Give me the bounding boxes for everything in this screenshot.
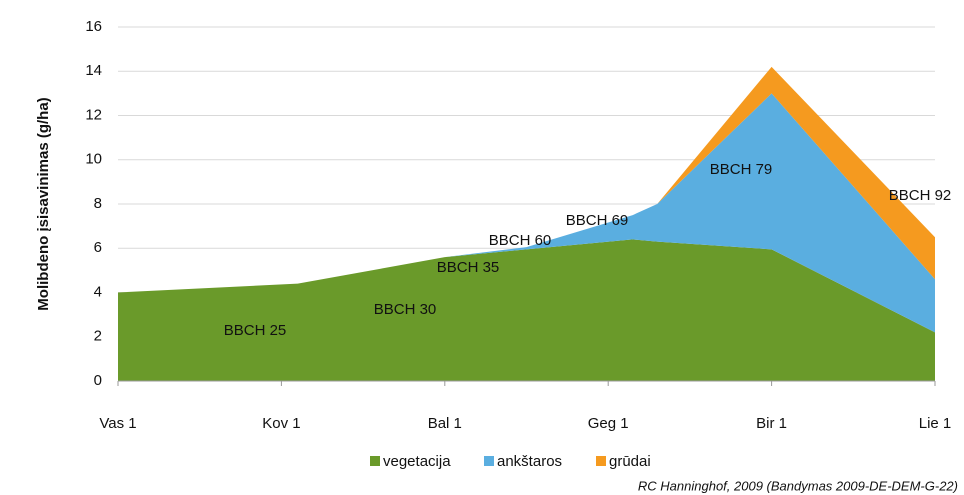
x-tick-label: Bir 1 — [756, 415, 787, 432]
y-tick-label: 0 — [94, 372, 102, 389]
annotation: BBCH 69 — [566, 212, 629, 229]
y-tick-label: 2 — [94, 328, 102, 345]
y-tick-label: 4 — [94, 283, 102, 300]
x-tick-label: Lie 1 — [919, 415, 952, 432]
y-tick-label: 16 — [85, 18, 102, 35]
legend-label: vegetacija — [383, 453, 451, 470]
legend-label: ankštaros — [497, 453, 562, 470]
legend-label: grūdai — [609, 453, 651, 470]
x-tick-label: Bal 1 — [428, 415, 462, 432]
annotation: BBCH 30 — [374, 301, 437, 318]
area — [118, 93, 935, 333]
annotation: BBCH 35 — [437, 259, 500, 276]
y-tick-label: 6 — [94, 239, 102, 256]
legend-swatch — [484, 456, 494, 466]
y-tick-label: 12 — [85, 106, 102, 123]
y-axis-label: Molibdeno įsisavinimas (g/ha) — [35, 97, 52, 310]
annotation: BBCH 25 — [224, 322, 287, 339]
source: RC Hanninghof, 2009 (Bandymas 2009-DE-DE… — [638, 478, 958, 493]
annotation: BBCH 60 — [489, 232, 552, 249]
legend-swatch — [596, 456, 606, 466]
legend-swatch — [370, 456, 380, 466]
y-tick-label: 10 — [85, 151, 102, 168]
y-tick-label: 8 — [94, 195, 102, 212]
x-tick-label: Vas 1 — [99, 415, 136, 432]
annotation: BBCH 79 — [710, 161, 773, 178]
x-tick-label: Geg 1 — [588, 415, 629, 432]
area — [118, 66, 935, 293]
y-tick-label: 14 — [85, 62, 102, 79]
x-tick-label: Kov 1 — [262, 415, 300, 432]
area — [118, 239, 935, 381]
annotation: BBCH 92 — [889, 187, 952, 204]
